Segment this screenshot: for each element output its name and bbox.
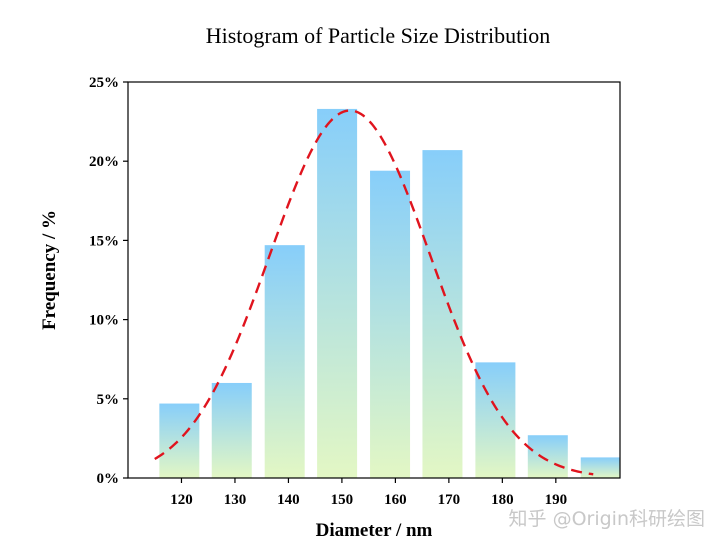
x-axis-label: Diameter / nm	[316, 520, 433, 541]
x-tick-label: 150	[331, 492, 354, 508]
x-tick-label: 180	[491, 492, 514, 508]
gaussian-fit-curve	[154, 109, 594, 476]
chart-title: Histogram of Particle Size Distribution	[206, 23, 551, 48]
x-tick-label: 160	[384, 492, 407, 508]
histogram-bar	[370, 170, 411, 478]
x-tick-label: 190	[545, 492, 568, 508]
y-tick-label: 20%	[89, 154, 119, 170]
x-tick-label: 120	[170, 492, 193, 508]
histogram-bar	[422, 150, 463, 478]
x-tick-label: 170	[438, 492, 461, 508]
histogram-bar	[159, 403, 200, 478]
y-axis-label: Frequency / %	[39, 210, 60, 330]
y-axis: 0% 5% 10% 15% 20% 25%	[89, 75, 128, 487]
y-tick-label: 15%	[89, 233, 119, 249]
watermark: 知乎 @Origin科研绘图	[509, 508, 705, 530]
x-tick-label: 130	[224, 492, 247, 508]
histogram-bar	[475, 362, 516, 478]
x-tick-label: 140	[277, 492, 300, 508]
y-tick-label: 5%	[97, 392, 120, 408]
y-tick-label: 10%	[89, 313, 119, 329]
y-tick-label: 25%	[89, 75, 119, 91]
bar-group	[159, 108, 620, 478]
histogram-bar	[580, 457, 620, 478]
plot-frame	[127, 81, 621, 479]
y-tick-label: 0%	[97, 471, 120, 487]
histogram-bar	[211, 382, 252, 478]
histogram-bar	[264, 245, 305, 478]
histogram-bar	[527, 435, 568, 478]
histogram-bar	[317, 108, 358, 478]
x-axis: 120 130 140 150 160 170 180 190	[170, 478, 567, 508]
